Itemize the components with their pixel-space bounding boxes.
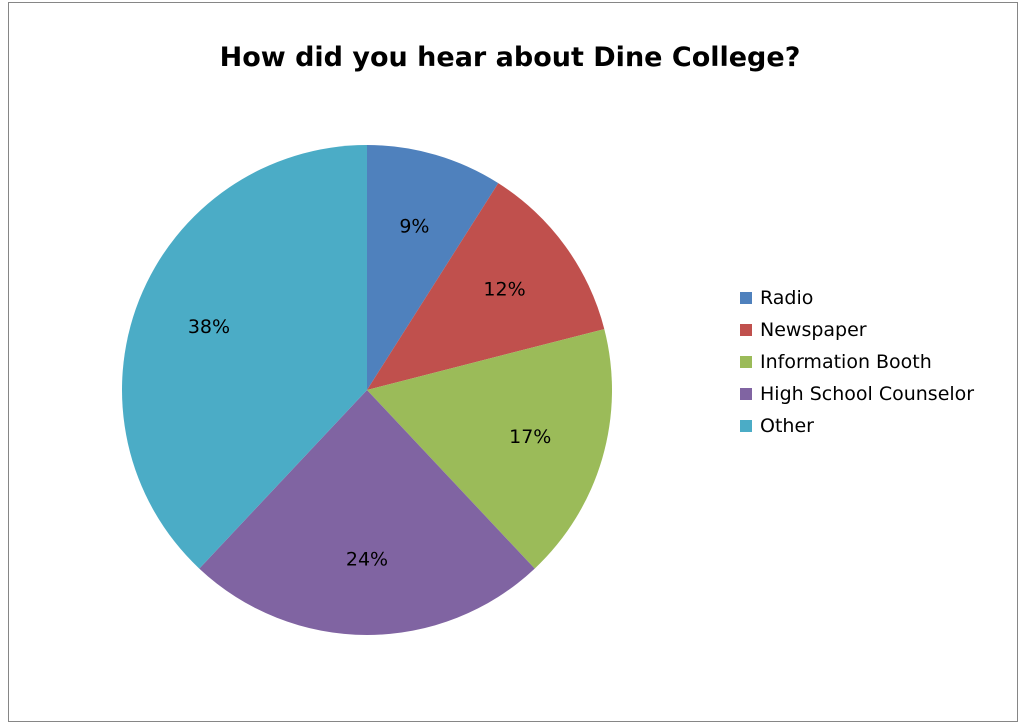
- chart-title: How did you hear about Dine College?: [219, 42, 801, 73]
- legend-swatch: [740, 356, 752, 368]
- legend-item-high-school-counselor: High School Counselor: [740, 378, 974, 410]
- legend-swatch: [740, 324, 752, 336]
- pie-slice-newspaper: [367, 183, 605, 390]
- legend-item-information-booth: Information Booth: [740, 346, 974, 378]
- legend-swatch: [740, 388, 752, 400]
- legend-label: High School Counselor: [760, 383, 975, 405]
- slice-label: 12%: [483, 279, 525, 301]
- pie-slice-information-booth: [367, 329, 612, 569]
- slice-label: 9%: [399, 215, 429, 237]
- legend-swatch: [740, 292, 752, 304]
- pie-slice-radio: [367, 145, 499, 390]
- slice-label: 17%: [509, 426, 551, 448]
- pie-slice-other: [122, 144, 367, 569]
- legend-label: Radio: [760, 287, 814, 309]
- legend-label: Newspaper: [760, 319, 867, 341]
- pie-slice-high-school-counselor: [199, 390, 535, 635]
- slice-label: 24%: [346, 549, 388, 571]
- legend-label: Other: [760, 415, 814, 437]
- legend: Radio Newspaper Information Booth High S…: [740, 282, 974, 442]
- slice-label: 38%: [188, 316, 230, 338]
- legend-item-newspaper: Newspaper: [740, 314, 974, 346]
- pie-chart: 9% 12% 17% 24% 38%: [122, 144, 612, 635]
- legend-label: Information Booth: [760, 351, 932, 373]
- legend-item-other: Other: [740, 410, 974, 442]
- legend-item-radio: Radio: [740, 282, 974, 314]
- legend-swatch: [740, 420, 752, 432]
